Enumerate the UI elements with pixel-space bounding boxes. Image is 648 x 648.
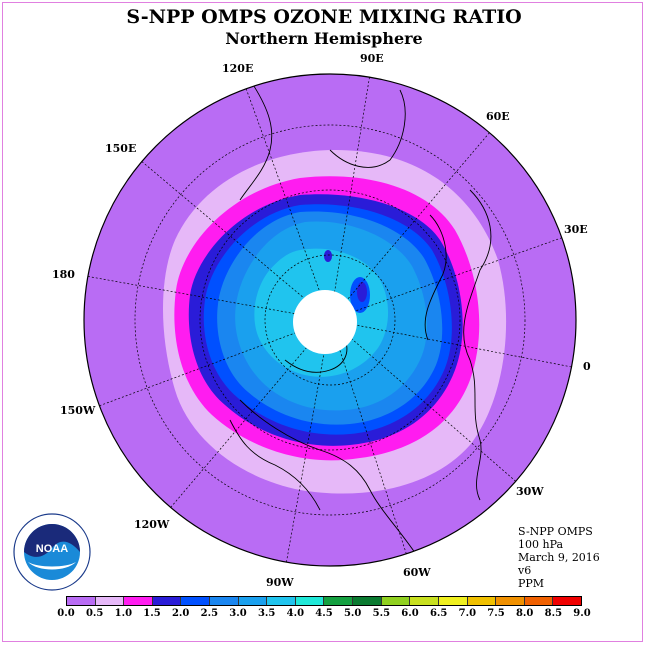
colorbar-tick-label: 8.0 xyxy=(515,608,534,619)
colorbar-tick-label: 4.0 xyxy=(286,608,305,619)
colorbar-swatch-7 xyxy=(267,597,296,605)
colorbar-swatch-17 xyxy=(553,597,581,605)
map-boundary xyxy=(83,73,577,567)
colorbar-swatch-0 xyxy=(67,597,96,605)
colorbar-tick-label: 3.5 xyxy=(257,608,276,619)
lon-label-150e: 150E xyxy=(105,142,137,155)
pole-no-data xyxy=(293,290,357,354)
colorbar-tick-label: 4.5 xyxy=(315,608,333,619)
colorbar-swatch-1 xyxy=(95,597,125,605)
colorbar-tick-label: 0.0 xyxy=(57,608,75,619)
info-level: 100 hPa xyxy=(518,538,564,551)
lon-label-150w: 150W xyxy=(60,404,96,417)
colorbar-swatch-13 xyxy=(438,597,468,605)
colorbar-ticks: 0.0 0.5 1.0 1.5 2.0 2.5 3.0 3.5 4.0 4.5 5.0 5.5 6.0 6… xyxy=(57,608,590,622)
colorbar-tick-label: 5.5 xyxy=(372,608,391,619)
lon-label-90w: 90W xyxy=(266,576,294,589)
colorbar-swatch-10 xyxy=(353,597,382,605)
colorbar-swatch-16 xyxy=(524,597,554,605)
map-subtitle: Northern Hemisphere xyxy=(225,29,423,48)
info-units: PPM xyxy=(518,577,545,590)
colorbar-swatch-8 xyxy=(295,597,325,605)
coastlines xyxy=(229,79,492,561)
lon-label-120e: 120E xyxy=(222,62,254,75)
colorbar-tick-label: 6.5 xyxy=(429,608,448,619)
colorbar-tick-label: 5.0 xyxy=(343,608,362,619)
colorbar-swatch-2 xyxy=(124,597,153,605)
info-instrument: S-NPP OMPS xyxy=(518,525,593,538)
info-block: S-NPP OMPS 100 hPa March 9, 2016 v6 PPM xyxy=(518,525,600,590)
colorbar-tick-label: 1.5 xyxy=(143,608,161,619)
colorbar-swatch-14 xyxy=(467,597,497,605)
graticule xyxy=(84,74,576,566)
colorbar-swatch-5 xyxy=(210,597,239,605)
colorbar-tick-label: 7.0 xyxy=(458,608,477,619)
colorbar-tick-label: 9.0 xyxy=(573,608,591,619)
colorbar-tick-label: 2.5 xyxy=(200,608,219,619)
colorbar-tick-label: 1.0 xyxy=(114,608,133,619)
lon-label-90e: 90E xyxy=(360,52,384,65)
colorbar-swatch-3 xyxy=(152,597,182,605)
map-title: S-NPP OMPS OZONE MIXING RATIO xyxy=(126,6,522,28)
info-version: v6 xyxy=(518,564,532,577)
lon-label-120w: 120W xyxy=(134,518,170,531)
colorbar-tick-label: 8.5 xyxy=(544,608,563,619)
colorbar-tick-label: 3.0 xyxy=(229,608,247,619)
lon-label-30w: 30W xyxy=(516,485,544,498)
noaa-logo-text: NOAA xyxy=(36,543,68,555)
noaa-logo: NOAA xyxy=(13,513,91,591)
info-date: March 9, 2016 xyxy=(518,551,600,564)
lon-label-30e: 30E xyxy=(564,223,588,236)
colorbar-swatch-9 xyxy=(324,597,354,605)
lon-label-60w: 60W xyxy=(403,566,431,579)
colorbar xyxy=(66,596,582,606)
lon-label-180: 180 xyxy=(52,268,75,281)
band-1.5-patch-small xyxy=(324,250,332,262)
lon-label-60e: 60E xyxy=(486,110,510,123)
colorbar-swatch-4 xyxy=(181,597,211,605)
colorbar-tick-label: 7.5 xyxy=(487,608,505,619)
colorbar-swatch-6 xyxy=(238,597,268,605)
figure-frame xyxy=(2,2,643,642)
colorbar-swatch-15 xyxy=(496,597,525,605)
lon-label-0: 0 xyxy=(583,360,591,373)
colorbar-tick-label: 6.0 xyxy=(401,608,419,619)
colorbar-tick-label: 0.5 xyxy=(85,608,104,619)
colorbar-swatch-12 xyxy=(410,597,439,605)
colorbar-tick-label: 2.0 xyxy=(171,608,190,619)
colorbar-swatch-11 xyxy=(381,597,411,605)
band-1.5-patch xyxy=(357,282,367,302)
